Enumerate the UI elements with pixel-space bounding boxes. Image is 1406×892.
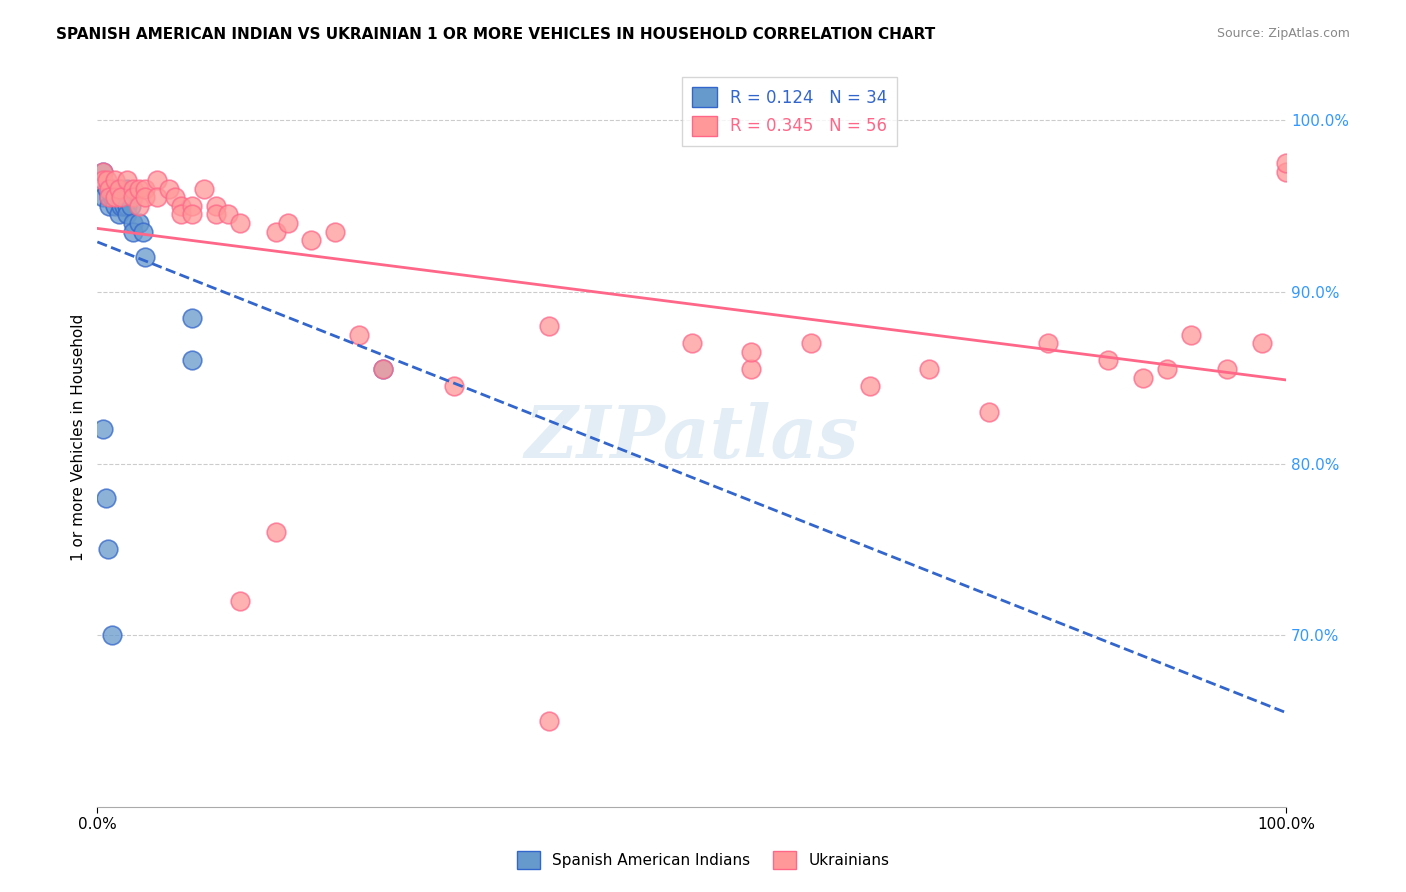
- Point: [229, 216, 252, 230]
- Point: [104, 190, 127, 204]
- Point: [1038, 336, 1060, 351]
- Point: [115, 173, 138, 187]
- Point: [128, 216, 150, 230]
- Y-axis label: 1 or more Vehicles in Household: 1 or more Vehicles in Household: [72, 314, 86, 561]
- Point: [1156, 362, 1178, 376]
- Point: [104, 190, 127, 204]
- Point: [112, 199, 135, 213]
- Point: [128, 199, 150, 213]
- Point: [98, 190, 121, 204]
- Point: [134, 182, 156, 196]
- Point: [134, 251, 156, 265]
- Point: [91, 422, 114, 436]
- Point: [122, 216, 145, 230]
- Point: [371, 362, 394, 376]
- Point: [101, 190, 124, 204]
- Point: [122, 182, 145, 196]
- Point: [181, 199, 204, 213]
- Point: [134, 190, 156, 204]
- Point: [110, 199, 132, 213]
- Point: [537, 714, 560, 728]
- Point: [1132, 370, 1154, 384]
- Point: [1215, 362, 1237, 376]
- Point: [323, 225, 346, 239]
- Point: [107, 207, 129, 221]
- Point: [115, 190, 138, 204]
- Point: [1275, 164, 1298, 178]
- Point: [443, 379, 465, 393]
- Point: [91, 190, 114, 204]
- Point: [264, 225, 287, 239]
- Point: [918, 362, 941, 376]
- Point: [115, 182, 138, 196]
- Point: [146, 190, 169, 204]
- Point: [205, 199, 228, 213]
- Legend: Spanish American Indians, Ukrainians: Spanish American Indians, Ukrainians: [510, 845, 896, 875]
- Point: [131, 225, 153, 239]
- Point: [347, 327, 370, 342]
- Point: [163, 190, 186, 204]
- Point: [157, 182, 180, 196]
- Point: [181, 310, 204, 325]
- Legend: R = 0.124   N = 34, R = 0.345   N = 56: R = 0.124 N = 34, R = 0.345 N = 56: [682, 77, 897, 146]
- Point: [115, 207, 138, 221]
- Point: [1097, 353, 1119, 368]
- Point: [98, 182, 121, 196]
- Text: Source: ZipAtlas.com: Source: ZipAtlas.com: [1216, 27, 1350, 40]
- Point: [100, 628, 122, 642]
- Point: [91, 164, 114, 178]
- Point: [169, 199, 191, 213]
- Point: [299, 233, 322, 247]
- Point: [107, 182, 129, 196]
- Point: [1251, 336, 1274, 351]
- Point: [104, 173, 127, 187]
- Point: [217, 207, 239, 221]
- Point: [98, 190, 121, 204]
- Point: [112, 190, 135, 204]
- Point: [740, 362, 762, 376]
- Point: [977, 405, 1000, 419]
- Point: [264, 525, 287, 540]
- Point: [94, 491, 117, 505]
- Point: [277, 216, 299, 230]
- Point: [104, 182, 127, 196]
- Point: [110, 182, 132, 196]
- Point: [1180, 327, 1202, 342]
- Point: [799, 336, 821, 351]
- Point: [120, 199, 142, 213]
- Point: [122, 190, 145, 204]
- Point: [193, 182, 215, 196]
- Point: [97, 542, 120, 557]
- Point: [98, 199, 121, 213]
- Point: [740, 344, 762, 359]
- Text: SPANISH AMERICAN INDIAN VS UKRAINIAN 1 OR MORE VEHICLES IN HOUSEHOLD CORRELATION: SPANISH AMERICAN INDIAN VS UKRAINIAN 1 O…: [56, 27, 935, 42]
- Point: [1275, 156, 1298, 170]
- Point: [169, 207, 191, 221]
- Point: [181, 353, 204, 368]
- Point: [104, 199, 127, 213]
- Point: [115, 199, 138, 213]
- Point: [110, 190, 132, 204]
- Text: ZIPatlas: ZIPatlas: [524, 402, 859, 474]
- Point: [128, 182, 150, 196]
- Point: [859, 379, 882, 393]
- Point: [371, 362, 394, 376]
- Point: [91, 173, 114, 187]
- Point: [100, 182, 122, 196]
- Point: [181, 207, 204, 221]
- Point: [96, 182, 118, 196]
- Point: [100, 190, 122, 204]
- Point: [96, 173, 118, 187]
- Point: [107, 190, 129, 204]
- Point: [91, 164, 114, 178]
- Point: [122, 225, 145, 239]
- Point: [146, 173, 169, 187]
- Point: [229, 594, 252, 608]
- Point: [205, 207, 228, 221]
- Point: [537, 319, 560, 334]
- Point: [681, 336, 703, 351]
